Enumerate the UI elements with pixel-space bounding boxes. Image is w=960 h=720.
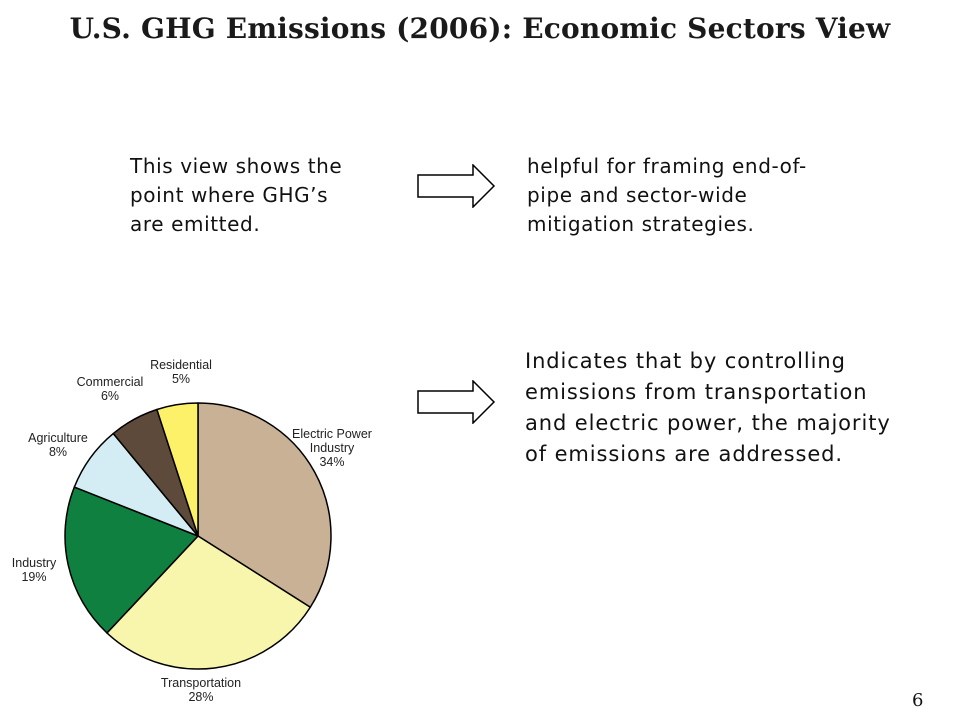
statement-line: of emissions are addressed.: [525, 442, 843, 466]
pie-slice: [197, 402, 332, 609]
slide-title: U.S. GHG Emissions (2006): Economic Sect…: [69, 12, 891, 45]
emissions-pie-chart: Electric Power Industry 34% Transportation 2…: [12, 358, 372, 704]
statement-line: emissions from transportation: [525, 380, 868, 404]
pie-slice: [156, 402, 199, 537]
pie-slices: [64, 402, 332, 670]
right-arrow-icon: [417, 380, 496, 424]
pie-labels: Electric Power Industry 34% Transportation 2…: [12, 358, 372, 704]
statement-line: This view shows the: [130, 154, 343, 178]
pie-slice: [106, 535, 312, 670]
statement-line: Indicates that by controlling: [525, 349, 846, 373]
statement-emission-point: This view shows the point where GHG’s ar…: [130, 152, 342, 239]
statement-line: point where GHG’s: [130, 183, 329, 207]
pie-slice-label: Electric Power Industry 34%: [292, 427, 372, 469]
statement-line: are emitted.: [130, 212, 261, 236]
statement-line: mitigation strategies.: [527, 212, 755, 236]
statement-framing: helpful for framing end-of- pipe and sec…: [527, 152, 807, 239]
pie-slice-label: Residential 5%: [150, 358, 212, 386]
right-arrow-icon: [417, 164, 496, 208]
pie-slice-label: Industry 19%: [12, 556, 57, 584]
pie-slice-label: Transportation 28%: [161, 676, 241, 704]
pie-slice-label: Commercial 6%: [77, 375, 144, 403]
page-number: 6: [912, 690, 924, 711]
statement-majority: Indicates that by controlling emissions …: [525, 346, 891, 470]
statement-line: helpful for framing end-of-: [527, 154, 807, 178]
statement-line: and electric power, the majority: [525, 411, 891, 435]
pie-slice-label: Agriculture 8%: [28, 431, 88, 459]
statement-line: pipe and sector-wide: [527, 183, 748, 207]
